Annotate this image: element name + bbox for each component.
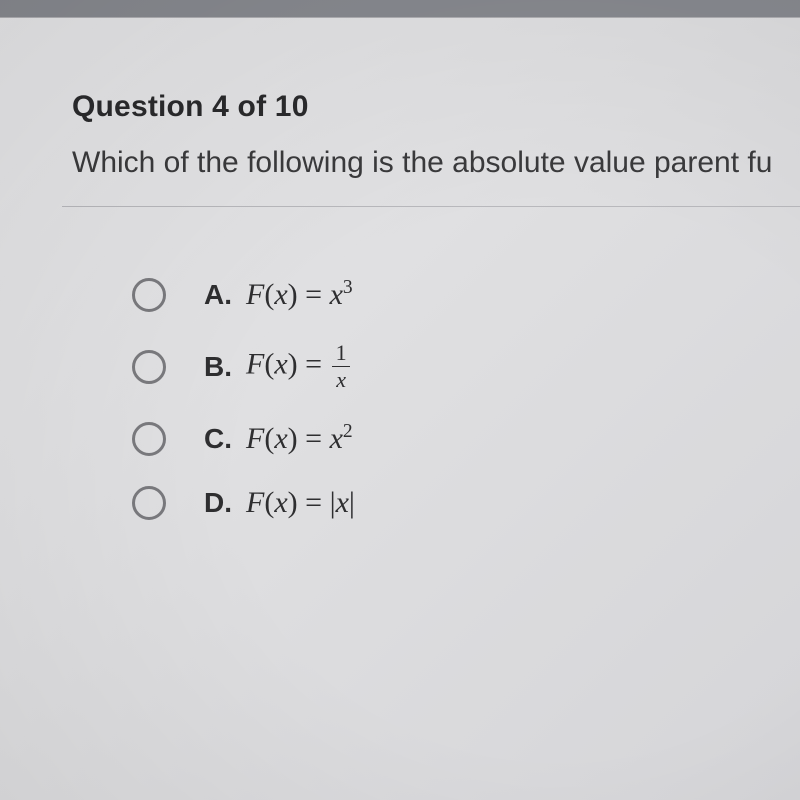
option-c[interactable]: C. F(x) = x2 <box>132 421 800 456</box>
option-d-equation: F(x) = |x| <box>246 486 355 520</box>
option-d-label: D. F(x) = |x| <box>204 486 355 520</box>
option-b-equation: F(x) = 1 x <box>246 342 351 391</box>
options-group: A. F(x) = x3 B. F(x) = 1 x <box>72 277 800 520</box>
question-number-heading: Question 4 of 10 <box>72 90 800 124</box>
window-top-bar <box>0 0 800 18</box>
option-letter: A. <box>204 279 232 311</box>
option-c-label: C. F(x) = x2 <box>204 421 353 456</box>
option-letter: D. <box>204 487 232 519</box>
option-a-equation: F(x) = x3 <box>246 277 353 312</box>
option-letter: C. <box>204 423 232 455</box>
radio-icon[interactable] <box>132 422 166 456</box>
radio-icon[interactable] <box>132 278 166 312</box>
option-c-equation: F(x) = x2 <box>246 421 353 456</box>
radio-icon[interactable] <box>132 486 166 520</box>
radio-icon[interactable] <box>132 350 166 384</box>
fraction: 1 x <box>332 342 351 391</box>
question-card: Question 4 of 10 Which of the following … <box>0 18 800 520</box>
option-b[interactable]: B. F(x) = 1 x <box>132 342 800 391</box>
divider <box>62 206 800 207</box>
option-d[interactable]: D. F(x) = |x| <box>132 486 800 520</box>
option-a-label: A. F(x) = x3 <box>204 277 353 312</box>
question-prompt: Which of the following is the absolute v… <box>72 146 800 180</box>
option-a[interactable]: A. F(x) = x3 <box>132 277 800 312</box>
option-b-label: B. F(x) = 1 x <box>204 342 351 391</box>
option-letter: B. <box>204 351 232 383</box>
